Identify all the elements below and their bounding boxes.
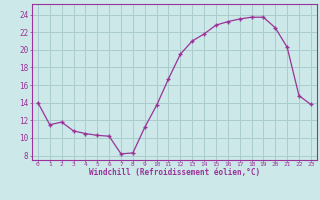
X-axis label: Windchill (Refroidissement éolien,°C): Windchill (Refroidissement éolien,°C) bbox=[89, 168, 260, 177]
